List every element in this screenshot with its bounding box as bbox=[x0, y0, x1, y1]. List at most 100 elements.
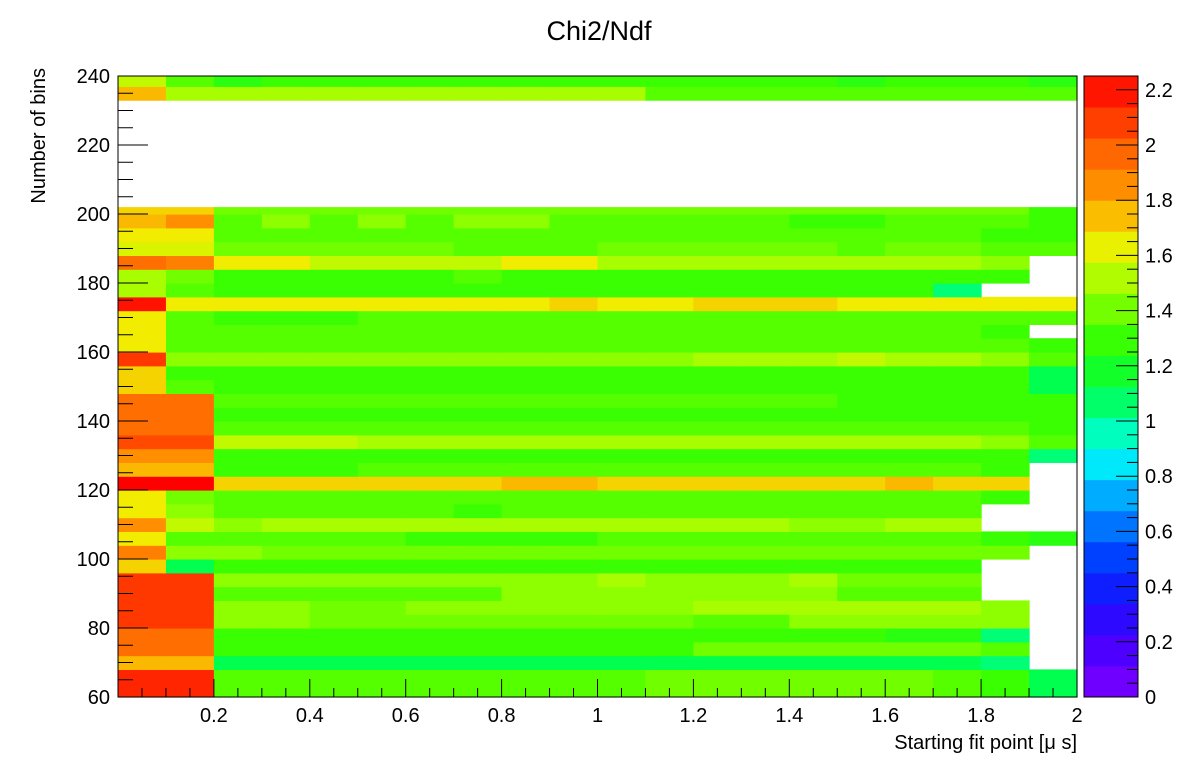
heatmap-cell bbox=[789, 379, 838, 394]
heatmap-cell bbox=[981, 379, 1030, 394]
palette-band bbox=[1084, 107, 1138, 139]
heatmap-cell bbox=[165, 283, 215, 298]
heatmap-cell bbox=[885, 545, 934, 560]
heatmap-cell bbox=[981, 655, 1030, 670]
heatmap-cell bbox=[1029, 434, 1078, 450]
heatmap-cell bbox=[597, 600, 647, 615]
heatmap-cell bbox=[165, 655, 215, 670]
y-tick-label: 200 bbox=[77, 204, 110, 226]
y-tick-label: 100 bbox=[77, 549, 110, 571]
heatmap-cell bbox=[645, 490, 694, 505]
heatmap-cell bbox=[309, 407, 359, 422]
heatmap-cell bbox=[837, 269, 886, 284]
heatmap-cell bbox=[165, 379, 215, 394]
chart-title: Chi2/Ndf bbox=[546, 16, 652, 46]
heatmap-cell bbox=[501, 393, 551, 408]
heatmap-cell bbox=[357, 614, 407, 629]
heatmap-cell bbox=[885, 338, 934, 353]
heatmap-cell bbox=[357, 448, 407, 463]
palette-tick-label: 1.6 bbox=[1145, 245, 1173, 267]
heatmap-cell bbox=[933, 352, 982, 367]
heatmap-cell bbox=[789, 407, 838, 422]
heatmap-cell bbox=[501, 490, 551, 505]
heatmap-cell bbox=[405, 628, 455, 643]
heatmap-cell bbox=[693, 379, 742, 394]
heatmap-cell bbox=[453, 324, 503, 339]
heatmap-cell bbox=[741, 559, 790, 574]
heatmap-cell bbox=[741, 86, 790, 101]
heatmap-cell bbox=[981, 338, 1030, 353]
heatmap-cell bbox=[1029, 379, 1078, 394]
x-tick-label: 0.6 bbox=[392, 705, 420, 727]
heatmap-cell bbox=[645, 338, 694, 353]
heatmap-cell bbox=[789, 296, 838, 312]
heatmap-cell bbox=[357, 227, 407, 243]
heatmap-cell bbox=[741, 614, 790, 629]
heatmap-cell bbox=[693, 207, 742, 215]
heatmap-cell bbox=[1029, 227, 1078, 243]
heatmap-cell bbox=[118, 655, 167, 670]
heatmap-cell bbox=[549, 365, 599, 381]
heatmap-cell bbox=[885, 490, 934, 505]
heatmap-cell bbox=[165, 227, 215, 243]
heatmap-cell bbox=[549, 628, 599, 643]
heatmap-cell bbox=[645, 76, 694, 87]
heatmap-cell bbox=[981, 600, 1030, 615]
heatmap-cell bbox=[213, 434, 263, 450]
heatmap-cell bbox=[165, 241, 215, 256]
heatmap-cell bbox=[645, 393, 694, 408]
heatmap-cell bbox=[453, 352, 503, 367]
heatmap-cell bbox=[118, 227, 167, 243]
heatmap-cell bbox=[693, 296, 742, 312]
heatmap-cell bbox=[1029, 365, 1078, 381]
heatmap-cell bbox=[118, 283, 167, 298]
heatmap-cell bbox=[453, 214, 503, 229]
heatmap-cell bbox=[261, 655, 311, 670]
heatmap-cell bbox=[933, 641, 982, 657]
x-tick-label: 1.4 bbox=[775, 705, 803, 727]
heatmap-cell bbox=[309, 338, 359, 353]
heatmap-cell bbox=[549, 559, 599, 574]
heatmap-cell bbox=[213, 296, 263, 312]
heatmap-cell bbox=[597, 421, 647, 436]
heatmap-cell bbox=[549, 545, 599, 560]
heatmap-cell bbox=[885, 628, 934, 643]
x-axis-label: Starting fit point [μ s] bbox=[894, 732, 1077, 754]
heatmap-cell bbox=[118, 517, 167, 532]
heatmap-cell bbox=[405, 517, 455, 532]
heatmap-cell bbox=[645, 255, 694, 270]
heatmap-cell bbox=[693, 655, 742, 670]
heatmap-cell bbox=[405, 421, 455, 436]
heatmap-cell bbox=[501, 572, 551, 588]
heatmap-cell bbox=[693, 269, 742, 284]
heatmap-cell bbox=[213, 338, 263, 353]
heatmap-cell bbox=[693, 503, 742, 519]
heatmap-cell bbox=[309, 296, 359, 312]
heatmap-cell bbox=[501, 641, 551, 657]
heatmap-cell bbox=[213, 283, 263, 298]
heatmap-cell bbox=[693, 255, 742, 270]
heatmap-cell bbox=[405, 379, 455, 394]
heatmap-cell bbox=[933, 517, 982, 532]
heatmap-cell bbox=[741, 586, 790, 601]
heatmap-cell bbox=[261, 545, 311, 560]
heatmap-cell bbox=[981, 296, 1030, 312]
heatmap-cell bbox=[309, 283, 359, 298]
heatmap-cell bbox=[789, 421, 838, 436]
heatmap-cell bbox=[597, 517, 647, 532]
y-axis: 60 80 100 120 140 160 180 200 220 240 bbox=[77, 66, 148, 709]
heatmap-cell bbox=[357, 545, 407, 560]
y-tick-label: 220 bbox=[77, 135, 110, 157]
heatmap-cell bbox=[981, 324, 1030, 339]
heatmap-cell bbox=[405, 227, 455, 243]
heatmap-cell bbox=[357, 269, 407, 284]
heatmap-cell bbox=[453, 641, 503, 657]
heatmap-cell bbox=[885, 641, 934, 657]
heatmap-cell bbox=[597, 462, 647, 477]
heatmap-cell bbox=[981, 241, 1030, 256]
heatmap-cell bbox=[645, 517, 694, 532]
heatmap-cell bbox=[837, 600, 886, 615]
heatmap-cell bbox=[549, 76, 599, 87]
heatmap-cell bbox=[837, 76, 886, 87]
